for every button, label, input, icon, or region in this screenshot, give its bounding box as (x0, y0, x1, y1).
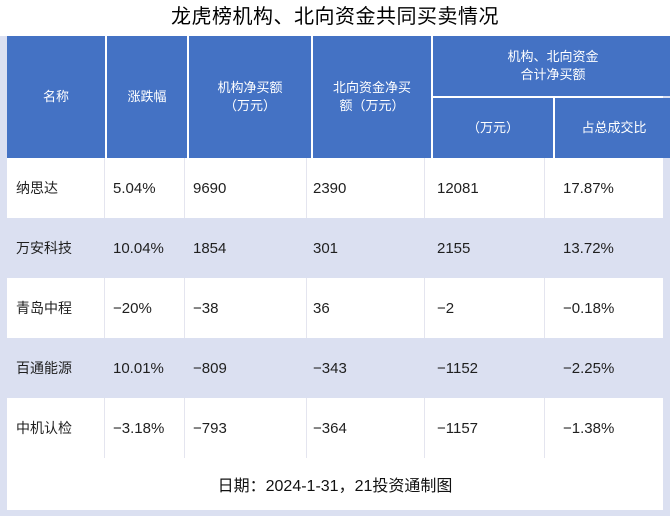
column-header-northbound-net-buy: 北向资金净买 额（万元） (313, 36, 431, 158)
cell-institution-net-buy: −793 (185, 398, 307, 458)
column-header-combined-turnover-ratio: 占总成交比 (555, 98, 670, 158)
cell-institution-net-buy: 1854 (193, 239, 227, 257)
cell-turnover-ratio: −2.25% (563, 359, 615, 377)
cell-northbound-net-buy: −343 (313, 359, 347, 377)
cell-northbound-net-buy: 2390 (307, 158, 425, 218)
cell-change-pct: 5.04% (105, 158, 185, 218)
cell-change-pct: −20% (105, 278, 185, 338)
column-header-change-pct: 涨跌幅 (107, 36, 187, 158)
cell-northbound-net-buy: 36 (307, 278, 425, 338)
table-row: 万安科技 10.04% 1854 301 2155 13.72% (7, 218, 663, 278)
column-header-label-line1: 机构、北向资金 (507, 49, 599, 64)
cell-combined-amount: −1152 (437, 359, 479, 377)
cell-turnover-ratio: 17.87% (563, 179, 614, 197)
cell-northbound-net-buy: 301 (313, 239, 339, 257)
cell-change-pct: 10.04% (113, 239, 164, 257)
cell-stock-name: 中机认检 (7, 398, 105, 458)
cell-institution-net-buy: −809 (193, 359, 227, 377)
column-header-label: （万元） (466, 120, 519, 135)
cell-combined-amount: 12081 (425, 158, 545, 218)
table-header: 名称 涨跌幅 机构净买额 （万元） 北向资金净买 额（万元） 机构、北向资金 合… (7, 36, 670, 158)
cell-stock-name: 青岛中程 (7, 278, 105, 338)
chart-title: 龙虎榜机构、北向资金共同买卖情况 (171, 6, 499, 28)
cell-combined-amount: −1157 (425, 398, 545, 458)
column-header-combined-amount: （万元） (433, 98, 553, 158)
cell-northbound-net-buy: −364 (307, 398, 425, 458)
cell-turnover-ratio: −0.18% (563, 299, 615, 317)
column-header-label: 名称 (42, 89, 69, 104)
column-header-label: 占总成交比 (581, 120, 647, 135)
cell-combined-amount: −2 (425, 278, 545, 338)
footnote-date-source: 日期：2024-1-31，21投资通制图 (7, 458, 663, 510)
column-header-institution-net-buy: 机构净买额 （万元） (189, 36, 311, 158)
cell-stock-name: 纳思达 (7, 158, 105, 218)
cell-change-pct: 10.01% (113, 359, 164, 377)
table-row: 青岛中程 −20% −38 36 −2 −0.18% (7, 278, 663, 338)
column-header-label: 涨跌幅 (127, 89, 167, 104)
table-row: 百通能源 10.01% −809 −343 −1152 −2.25% (7, 338, 663, 398)
cell-change-pct: −3.18% (105, 398, 185, 458)
table-row: 纳思达 5.04% 9690 2390 12081 17.87% (7, 158, 663, 218)
cell-institution-net-buy: −38 (185, 278, 307, 338)
table-row: 中机认检 −3.18% −793 −364 −1157 −1.38% (7, 398, 663, 458)
column-header-label-line2: （万元） (223, 98, 276, 113)
cell-stock-name: 百通能源 (16, 360, 72, 376)
column-header-combined-net-buy-group: 机构、北向资金 合计净买额 (433, 36, 670, 96)
data-table: 名称 涨跌幅 机构净买额 （万元） 北向资金净买 额（万元） 机构、北向资金 合… (0, 36, 670, 516)
column-header-label-line1: 北向资金净买 (332, 80, 411, 95)
cell-stock-name: 万安科技 (16, 240, 72, 256)
column-header-label-line2: 额（万元） (339, 98, 405, 113)
column-header-label-line1: 机构净买额 (217, 80, 283, 95)
cell-turnover-ratio: −1.38% (563, 419, 615, 437)
column-header-label-line2: 合计净买额 (520, 67, 586, 82)
cell-combined-amount: 2155 (437, 239, 471, 257)
cell-turnover-ratio: 13.72% (563, 239, 614, 257)
cell-institution-net-buy: 9690 (185, 158, 307, 218)
column-header-name: 名称 (7, 36, 105, 158)
